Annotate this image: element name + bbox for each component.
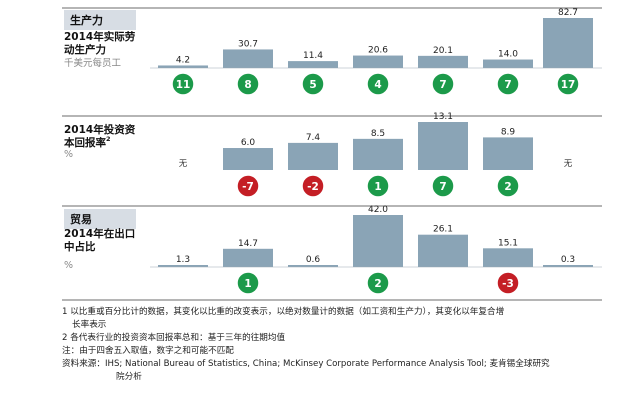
change-value: 4 (374, 79, 381, 91)
value-label: 20.1 (433, 46, 453, 56)
source-line-cont: 院分析 (116, 372, 142, 382)
change-badge (431, 72, 455, 96)
change-badge (236, 271, 260, 295)
panel-unit: % (64, 260, 73, 271)
panel-title-line: 2014年在出口 (64, 227, 135, 240)
change-value: 7 (504, 79, 511, 91)
value-label: 15.1 (498, 238, 518, 248)
value-label: 82.7 (558, 8, 578, 18)
value-label: 8.9 (501, 127, 516, 137)
change-value: 5 (309, 79, 316, 91)
change-value: 2 (504, 181, 511, 193)
footnote-2: 2 各代表行业的投资资本回报率总和：基于三年的往期均值 (62, 333, 286, 343)
panel-unit: 千美元每员工 (64, 57, 122, 69)
value-label: 0.6 (306, 255, 321, 265)
bar (483, 59, 533, 68)
bar (353, 55, 403, 68)
bar (418, 122, 468, 170)
value-label: 4.2 (176, 55, 190, 65)
panel-unit: % (64, 149, 73, 160)
bar (223, 148, 273, 170)
bar (418, 55, 468, 68)
change-badge (496, 271, 520, 295)
change-value: -7 (242, 181, 254, 193)
change-value: 8 (244, 79, 251, 91)
bar (353, 215, 403, 267)
value-label: 14.7 (238, 239, 258, 249)
change-value: 2 (374, 278, 381, 290)
change-value: 7 (439, 181, 446, 193)
panel-title-line: 2014年实际劳 (64, 30, 136, 43)
value-label: 42.0 (368, 205, 388, 215)
change-value: 1 (374, 181, 381, 193)
value-label: 6.0 (241, 138, 256, 148)
value-label: 0.3 (561, 255, 575, 265)
bar (223, 49, 273, 68)
note-rounding: 注：由于四舍五入取值，数字之和可能不匹配 (62, 346, 234, 356)
bar (288, 142, 338, 170)
bar (158, 265, 208, 267)
value-label-na: 无 (564, 159, 573, 169)
value-label: 7.4 (306, 133, 321, 143)
change-badge (556, 72, 580, 96)
change-value: -3 (502, 278, 514, 290)
value-label-na: 无 (179, 159, 188, 169)
footnotes: 1 以比重或百分比计的数据，其变化以比重的改变表示，以绝对数量计的数据（如工资和… (62, 306, 632, 384)
bar (158, 65, 208, 68)
value-label: 14.0 (498, 50, 518, 60)
panel-title-line: 本回报率2 (64, 135, 111, 149)
change-badge (236, 174, 260, 198)
change-badge (366, 174, 390, 198)
bar (418, 234, 468, 267)
bar (223, 248, 273, 267)
panel-title-line: 动生产力 (64, 43, 106, 56)
change-value: 11 (176, 79, 191, 91)
bar (543, 265, 593, 267)
change-badge (301, 72, 325, 96)
change-badge (366, 72, 390, 96)
bar (483, 137, 533, 170)
bar (543, 18, 593, 68)
change-badge (496, 174, 520, 198)
change-badge (431, 174, 455, 198)
change-value: 1 (244, 278, 251, 290)
value-label: 11.4 (303, 51, 323, 61)
value-label: 20.6 (368, 46, 388, 56)
section-tag: 贸易 (70, 212, 92, 226)
bar (483, 248, 533, 267)
change-value: 7 (439, 79, 446, 91)
value-label: 8.5 (371, 129, 385, 139)
bar (288, 265, 338, 267)
source-line: 资料来源：IHS; National Bureau of Statistics,… (62, 359, 550, 369)
value-label: 1.3 (176, 255, 190, 265)
bar (353, 138, 403, 170)
title-superscript: 2 (106, 135, 111, 143)
footnote-1: 1 以比重或百分比计的数据，其变化以比重的改变表示，以绝对数量计的数据（如工资和… (62, 307, 505, 317)
footnote-1-cont: 长率表示 (72, 320, 107, 330)
change-value: 17 (561, 79, 576, 91)
change-badge (171, 72, 195, 96)
section-tag-bg (64, 209, 136, 229)
change-badge (496, 72, 520, 96)
bar (288, 61, 338, 68)
value-label: 30.7 (238, 39, 258, 49)
panel-title-line: 2014年投资资 (64, 123, 136, 136)
change-badge (236, 72, 260, 96)
value-label: 13.1 (433, 112, 453, 122)
value-label: 26.1 (433, 225, 453, 235)
change-value: -2 (307, 181, 319, 193)
section-tag-bg (64, 10, 136, 30)
panel-title-line: 中占比 (64, 240, 96, 253)
change-badge (301, 174, 325, 198)
section-tag: 生产力 (70, 13, 103, 27)
change-badge (366, 271, 390, 295)
